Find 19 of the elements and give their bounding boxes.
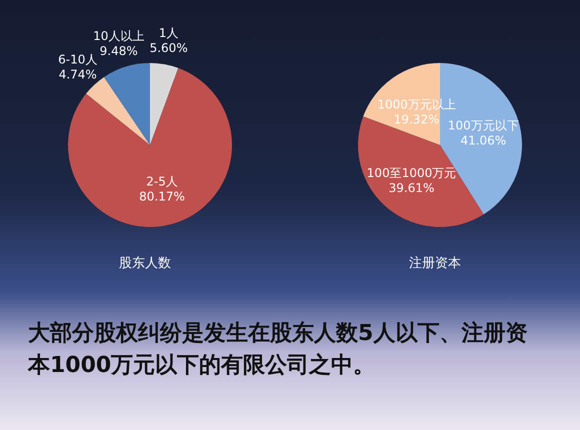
data-label: 9.48%: [100, 44, 138, 58]
slice-label: 2-5人: [146, 174, 178, 188]
text: 注册资本: [409, 255, 461, 272]
pie-slice: [150, 63, 178, 145]
data-label: 5.60%: [150, 41, 188, 56]
data-label: 41.06%: [460, 134, 506, 148]
pie-slice: [86, 77, 150, 145]
data-label: 39.61%: [388, 180, 434, 195]
slice-label: 100至1000万元: [366, 166, 456, 180]
text: 股东人数: [119, 255, 171, 272]
slice-label: 100万元以下: [448, 118, 519, 133]
text: 大部分股权纠纷是发生在股东人数5人以下、注册资本1000万元以下的有限公司之中。: [28, 320, 528, 380]
data-label: 19.32%: [394, 112, 440, 126]
data-label: 80.17%: [139, 189, 185, 204]
slice-label: 1人: [158, 26, 178, 40]
pie-slice: [104, 63, 150, 145]
data-label: 4.74%: [58, 68, 97, 82]
slice-label: 10人以上: [93, 29, 144, 44]
slice-label: 6-10人: [58, 52, 98, 67]
